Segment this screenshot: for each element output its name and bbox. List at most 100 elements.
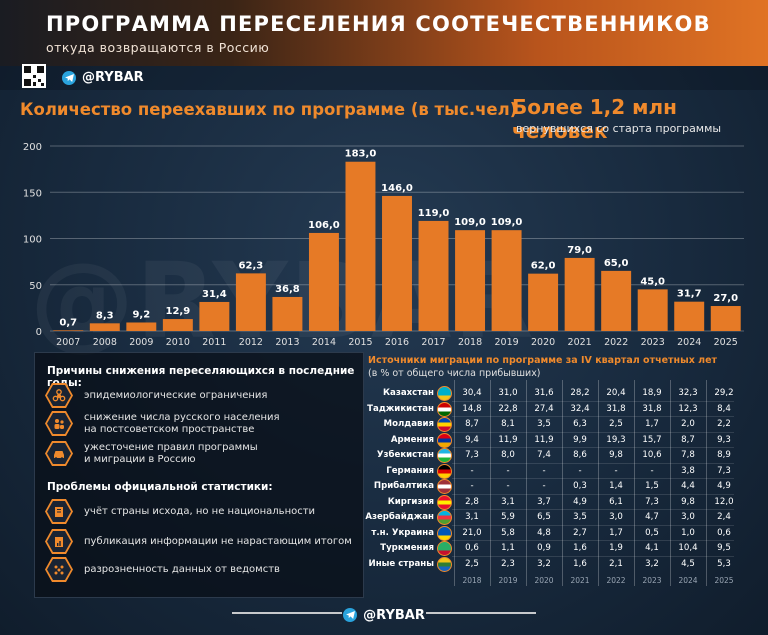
telegram-handle[interactable]: @RYBAR xyxy=(62,70,144,85)
table-cell: 9,9 xyxy=(573,434,587,445)
year-label: 2020 xyxy=(534,576,554,585)
qr-code-icon[interactable] xyxy=(22,64,46,88)
table-cell: 4,9 xyxy=(573,496,587,507)
table-cell: 8,6 xyxy=(573,450,587,460)
table-cell: 3,0 xyxy=(609,512,623,522)
table-cell: 31,8 xyxy=(642,403,662,414)
table-cell: 11,9 xyxy=(534,434,554,445)
bar xyxy=(89,323,120,331)
y-tick-label: 150 xyxy=(23,188,42,199)
table-cell: - xyxy=(542,465,546,476)
problem-line: учёт страны исхода, но не национальности xyxy=(84,505,316,517)
table-cell: 2,0 xyxy=(681,419,695,429)
y-tick-label: 100 xyxy=(23,235,42,246)
report-icon xyxy=(55,536,63,547)
row-divider xyxy=(452,400,734,402)
table-cell: 3,2 xyxy=(537,558,551,569)
table-row: Молдавия 8,7 8,1 3,5 6,3 2,5 1,7 2,0 2,2 xyxy=(362,417,742,432)
table-cell: 9,3 xyxy=(717,434,731,445)
year-label: 2019 xyxy=(498,576,518,585)
table-cell: - xyxy=(578,465,582,476)
table-row: Таджикистан 14,8 22,8 27,4 32,4 31,8 31,8 12,3 8… xyxy=(362,401,742,417)
bar xyxy=(382,195,412,331)
telegram-icon xyxy=(62,70,76,85)
table-cell: 2,2 xyxy=(717,419,731,429)
flag-icon xyxy=(437,479,452,494)
table-cell: 1,0 xyxy=(681,527,695,538)
table-cell: 30,4 xyxy=(462,388,482,398)
table-cell: 2,4 xyxy=(717,512,731,522)
table-cell: 3,1 xyxy=(501,496,515,507)
footer-brand[interactable]: @RYBAR xyxy=(230,603,538,627)
x-tick-label: 2017 xyxy=(421,337,445,348)
page-subtitle: откуда возвращаются в Россию xyxy=(46,40,270,55)
country-label: Туркмения xyxy=(380,543,434,553)
year-label: 2018 xyxy=(462,576,482,585)
bar-value-label: 27,0 xyxy=(713,293,738,304)
x-tick-label: 2019 xyxy=(494,337,518,348)
table-cell: 1,6 xyxy=(573,543,587,553)
country-label: Киргизия xyxy=(387,496,434,507)
table-cell: 8,0 xyxy=(501,450,515,460)
table-row: Киргизия 2,8 3,1 3,7 4,9 6,1 7,3 9,8 12,0 xyxy=(362,494,742,510)
table-cell: 5,8 xyxy=(501,527,515,538)
table-cell: - xyxy=(506,465,510,476)
column-divider xyxy=(526,380,527,586)
bar xyxy=(235,273,266,331)
flag-icon xyxy=(437,494,452,510)
row-divider xyxy=(452,540,734,541)
bar-value-label: 62,3 xyxy=(239,260,264,271)
table-cell: 6,3 xyxy=(573,419,587,429)
flag-icon xyxy=(437,510,452,525)
table-cell: 8,1 xyxy=(501,419,515,429)
document-icon xyxy=(55,506,63,517)
table-row: Азербайджан 3,1 5,9 6,5 3,5 3,0 4,7 3,0 2,4 xyxy=(362,510,742,525)
table-cell: 3,0 xyxy=(681,512,695,522)
table-cell: - xyxy=(506,481,510,491)
bar-value-label: 109,0 xyxy=(454,217,486,228)
country-label: Казахстан xyxy=(383,388,434,398)
table-cell: 10,6 xyxy=(642,450,662,460)
footer-handle: @RYBAR xyxy=(363,607,425,623)
y-tick-label: 200 xyxy=(23,142,42,153)
reason-item: ужесточение правил программы и миграции … xyxy=(45,441,258,466)
table-cell: - xyxy=(542,481,546,491)
table-cell: 7,3 xyxy=(465,450,479,460)
bar-value-label: 183,0 xyxy=(345,149,377,160)
table-cell: 1,9 xyxy=(609,543,623,553)
row-divider xyxy=(452,478,734,479)
table-cell: 12,0 xyxy=(714,496,734,507)
table-cell: 1,7 xyxy=(609,527,623,538)
x-tick-label: 2012 xyxy=(239,337,263,348)
x-tick-label: 2022 xyxy=(604,337,628,348)
table-cell: 1,5 xyxy=(645,481,659,491)
problem-line: разрозненность данных от ведомств xyxy=(84,563,280,575)
table-row: Казахстан 30,4 31,0 31,6 28,2 20,4 18,9 32,3 29,… xyxy=(362,386,742,401)
chart-title: Количество переехавших по программе (в т… xyxy=(20,100,518,119)
row-divider xyxy=(452,555,734,557)
table-cell: 4,1 xyxy=(645,543,659,553)
reason-item: эпидемиологические ограничения xyxy=(45,383,267,408)
table-row: Туркмения 0,6 1,1 0,9 1,6 1,9 4,1 10,4 9,5 xyxy=(362,541,742,556)
table-cell: 0,9 xyxy=(537,543,551,553)
table-row: Узбекистан 7,3 8,0 7,4 8,6 9,8 10,6 7,8 8,9 xyxy=(362,448,742,463)
table-cell: 3,1 xyxy=(465,512,479,522)
row-divider xyxy=(452,416,734,417)
bar xyxy=(272,296,303,331)
country-label: Таджикистан xyxy=(367,403,434,414)
x-tick-label: 2014 xyxy=(312,337,336,348)
table-cell: - xyxy=(470,465,474,476)
country-label: Иные страны xyxy=(368,558,434,569)
table-cell: 8,9 xyxy=(717,450,731,460)
reason-line: и миграции в Россию xyxy=(84,453,196,465)
table-cell: 29,2 xyxy=(714,388,734,398)
flag-icon xyxy=(437,525,452,541)
bar-value-label: 45,0 xyxy=(640,276,665,287)
table-cell: 5,9 xyxy=(501,512,515,522)
reason-item: снижение числа русского населения на пос… xyxy=(45,411,280,436)
bar xyxy=(126,322,157,331)
table-cell: 15,7 xyxy=(642,434,662,445)
bar-value-label: 106,0 xyxy=(308,220,340,231)
table-cell: 28,2 xyxy=(570,388,590,398)
table-cell: - xyxy=(650,465,654,476)
